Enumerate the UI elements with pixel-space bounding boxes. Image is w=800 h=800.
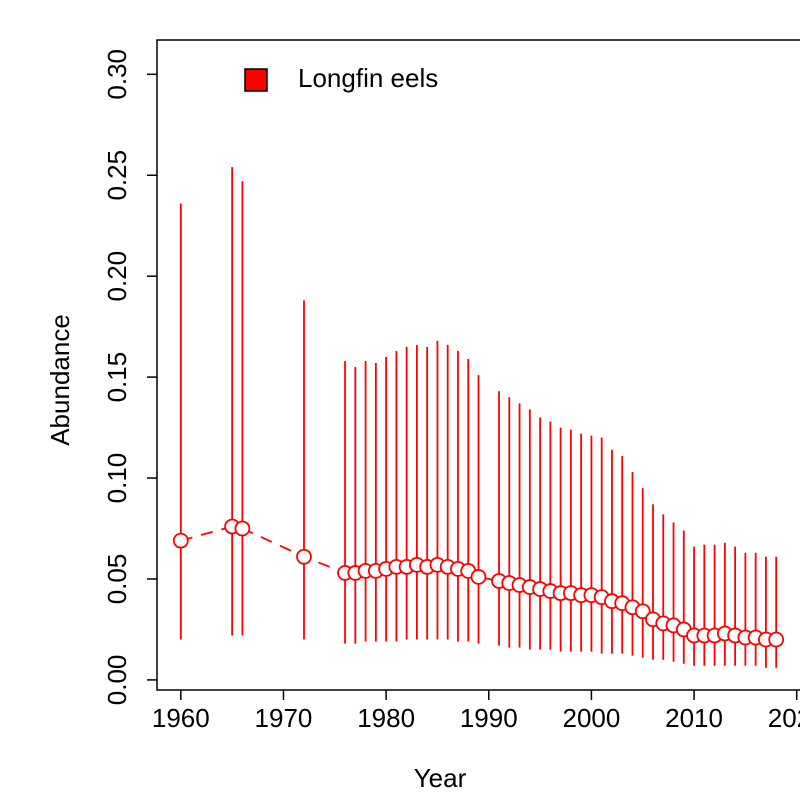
data-point — [172, 532, 189, 549]
y-tick-label: 0.05 — [102, 554, 132, 605]
x-tick-label: 1990 — [460, 703, 518, 733]
x-axis-label: Year — [414, 763, 467, 793]
y-tick-label: 0.15 — [102, 352, 132, 403]
data-point — [296, 548, 312, 565]
y-tick-label: 0.10 — [102, 453, 132, 504]
data-point — [768, 631, 785, 648]
x-tick-label: 2000 — [562, 703, 620, 733]
y-tick-label: 0.20 — [102, 251, 132, 302]
x-tick-label: 1970 — [255, 703, 313, 733]
y-tick-label: 0.25 — [102, 150, 132, 201]
x-tick-label: 2020 — [768, 703, 800, 733]
legend-swatch — [244, 68, 268, 92]
data-point — [470, 569, 487, 585]
x-tick-label: 1960 — [152, 703, 210, 733]
plot-frame — [156, 39, 800, 691]
data-point — [634, 603, 651, 620]
y-tick-label: 0.00 — [102, 655, 132, 706]
y-axis-label: Abundance — [45, 314, 75, 446]
y-tick-label: 0.30 — [102, 49, 132, 100]
data-point — [234, 520, 251, 537]
legend-label: Longfin eels — [298, 63, 438, 93]
x-tick-label: 2010 — [665, 703, 723, 733]
x-tick-label: 1980 — [357, 703, 415, 733]
